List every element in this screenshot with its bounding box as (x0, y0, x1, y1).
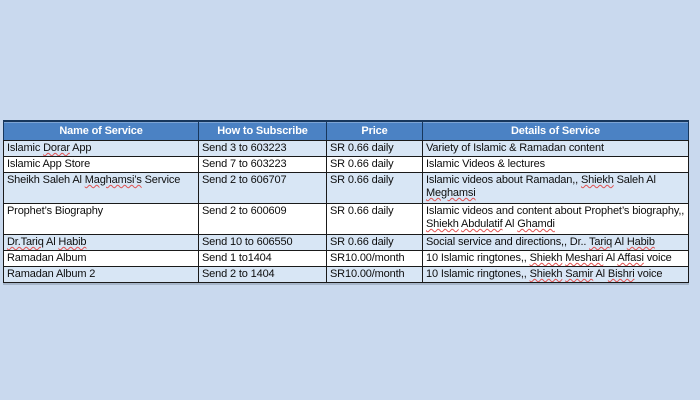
table-row: Islamic Dorar App Send 3 to 603223 SR 0.66… (3, 140, 689, 157)
misspelled-word: Tariq (589, 236, 613, 248)
misspelled-word: Meshari (565, 252, 604, 264)
cell-subscribe: Send 2 to 600609 (198, 203, 327, 235)
cell-price: SR 0.66 daily (326, 140, 423, 157)
table-row: Dr.Tariq Al Habib Send 10 to 606550 SR 0.6… (3, 234, 689, 251)
table-row: Ramadan Album Send 1 to1404 SR10.00/month 1… (3, 250, 689, 267)
table-row: Islamic App Store Send 7 to 603223 SR 0.66… (3, 156, 689, 173)
cell-subscribe: Send 10 to 606550 (198, 234, 327, 251)
misspelled-word: Samir (565, 268, 594, 280)
cell-price: SR10.00/month (326, 266, 423, 283)
misspelled-word: Habib (58, 236, 87, 248)
cell-subscribe: Send 1 to1404 (198, 250, 327, 267)
misspelled-word: Ghamdi (517, 218, 555, 230)
cell-name: Ramadan Album 2 (3, 266, 199, 283)
cell-name: Ramadan Album (3, 250, 199, 267)
cell-name: Prophet’s Biography (3, 203, 199, 235)
column-header-price: Price (326, 120, 423, 141)
misspelled-word: Dr.Tariq (7, 236, 44, 248)
cell-details: Islamic videos about Ramadan,, Shiekh Sa… (422, 172, 689, 204)
cell-name: Dr.Tariq Al Habib (3, 234, 199, 251)
services-table: Name of Service How to Subscribe Price Deta… (3, 120, 689, 283)
cell-details: Social service and directions,, Dr.. Tar… (422, 234, 689, 251)
cell-price: SR10.00/month (326, 250, 423, 267)
misspelled-word: Shiekh (529, 252, 563, 264)
cell-details: Variety of Islamic & Ramadan content (422, 140, 689, 157)
cell-price: SR 0.66 daily (326, 156, 423, 173)
cell-name: Islamic Dorar App (3, 140, 199, 157)
table-body: Islamic Dorar App Send 3 to 603223 SR 0.66… (3, 140, 689, 283)
misspelled-word: Shiekh (529, 268, 563, 280)
column-header-details: Details of Service (422, 120, 689, 141)
cell-name: Sheikh Saleh Al Maghamsi’s Service (3, 172, 199, 204)
cell-details: 10 Islamic ringtones,, Shiekh Meshari Al… (422, 250, 689, 267)
column-header-name: Name of Service (3, 120, 199, 141)
misspelled-word: Shiekh (580, 174, 614, 186)
cell-price: SR 0.66 daily (326, 234, 423, 251)
misspelled-word: Habib (626, 236, 655, 248)
table-row: Ramadan Album 2 Send 2 to 1404 SR10.00/mon… (3, 266, 689, 283)
cell-subscribe: Send 7 to 603223 (198, 156, 327, 173)
cell-subscribe: Send 3 to 603223 (198, 140, 327, 157)
cell-details: Islamic videos and content about Prophet… (422, 203, 689, 235)
cell-details: Islamic Videos & lectures (422, 156, 689, 173)
column-header-subscribe: How to Subscribe (198, 120, 327, 141)
cell-subscribe: Send 2 to 1404 (198, 266, 327, 283)
cell-price: SR 0.66 daily (326, 203, 423, 235)
cell-subscribe: Send 2 to 606707 (198, 172, 327, 204)
misspelled-word: Meghamsi (426, 187, 476, 199)
cell-name: Islamic App Store (3, 156, 199, 173)
table-header-row: Name of Service How to Subscribe Price Deta… (3, 120, 689, 141)
misspelled-word: Bishri (607, 268, 635, 280)
misspelled-word: Maghamsi’s (84, 174, 142, 186)
misspelled-word: Abdulatif (461, 218, 503, 230)
cell-details: 10 Islamic ringtones,, Shiekh Samir Al B… (422, 266, 689, 283)
cell-price: SR 0.66 daily (326, 172, 423, 204)
misspelled-word: Dorar (43, 142, 70, 154)
misspelled-word: Shiekh (426, 218, 459, 230)
table-row: Sheikh Saleh Al Maghamsi’s Service Send 2… (3, 172, 689, 204)
misspelled-word: Affasi (617, 252, 644, 264)
table-row: Prophet’s Biography Send 2 to 600609 SR 0.… (3, 203, 689, 235)
